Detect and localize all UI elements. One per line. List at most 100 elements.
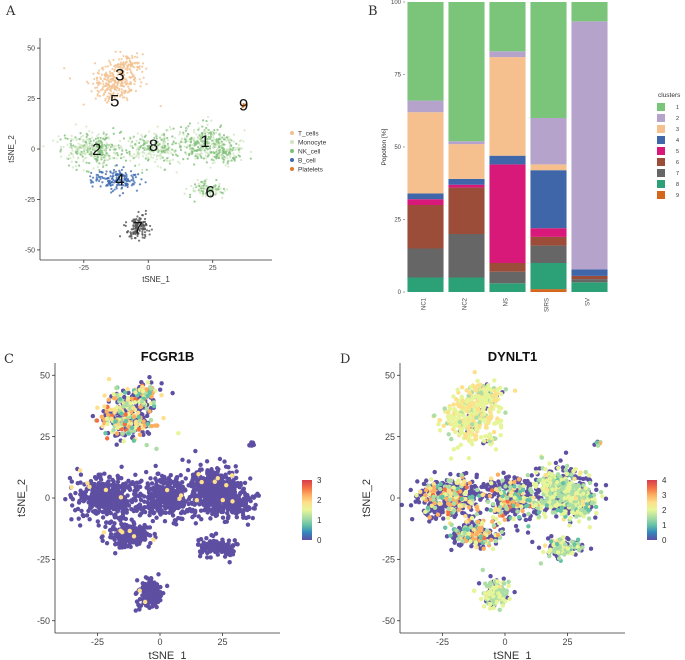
cell-point xyxy=(147,374,152,380)
cell-point xyxy=(188,195,192,199)
cell-point xyxy=(112,74,115,77)
cell-point xyxy=(120,88,123,91)
cell-point xyxy=(69,517,74,522)
cell-point xyxy=(186,144,189,147)
cell-point xyxy=(160,499,165,504)
cell-point xyxy=(212,194,215,197)
cell-point xyxy=(222,554,228,559)
cell-point xyxy=(195,478,200,483)
cell-point xyxy=(166,129,169,132)
cell-point xyxy=(141,536,146,541)
cell-point xyxy=(149,604,155,609)
cell-point xyxy=(91,154,94,157)
cell-point xyxy=(105,89,108,92)
cell-point xyxy=(452,514,457,520)
cell-point xyxy=(228,145,232,148)
cell-point xyxy=(122,70,125,73)
cell-point xyxy=(91,185,94,188)
cell-point xyxy=(140,223,143,227)
cell-point xyxy=(99,136,102,139)
cell-point xyxy=(238,150,241,154)
cell-point xyxy=(85,161,88,164)
cell-point xyxy=(192,140,196,144)
cell-point xyxy=(164,583,170,589)
cell-point xyxy=(120,482,126,487)
cell-point xyxy=(109,175,112,178)
cell-point xyxy=(531,509,537,515)
cell-point xyxy=(110,181,113,184)
cell-point xyxy=(152,485,158,490)
cell-point xyxy=(536,545,542,550)
cell-point xyxy=(233,159,236,162)
cell-point xyxy=(134,219,137,222)
cell-point xyxy=(142,76,145,79)
cell-point xyxy=(106,497,111,502)
cell-point xyxy=(107,527,113,533)
cell-point xyxy=(225,139,228,142)
cell-point xyxy=(111,83,115,86)
cell-point xyxy=(167,151,170,155)
cell-point xyxy=(436,508,442,514)
legend-swatch xyxy=(290,140,294,144)
cell-point xyxy=(180,496,186,502)
cell-point xyxy=(136,215,139,218)
cell-point xyxy=(121,181,124,184)
cell-point xyxy=(131,534,137,539)
cell-point xyxy=(195,133,198,136)
cell-point xyxy=(183,145,186,148)
cell-point xyxy=(146,144,149,148)
cell-point xyxy=(149,481,155,486)
cell-point xyxy=(226,162,229,165)
cell-point xyxy=(399,502,405,508)
cell-point xyxy=(217,141,220,144)
cell-point xyxy=(121,92,124,95)
cell-point xyxy=(196,156,199,160)
cell-point xyxy=(131,146,134,150)
cell-point xyxy=(122,72,125,75)
cell-point xyxy=(108,154,111,157)
cell-point xyxy=(121,538,127,543)
cell-point xyxy=(205,186,208,189)
cell-point xyxy=(113,493,119,499)
cell-point xyxy=(212,133,215,136)
cell-point xyxy=(171,153,174,156)
cell-point xyxy=(112,145,116,148)
cell-point xyxy=(116,69,119,72)
cell-point xyxy=(75,168,78,171)
cell-point xyxy=(97,90,101,94)
cell-point xyxy=(132,136,135,139)
cell-point xyxy=(75,139,78,142)
cell-point xyxy=(96,156,100,159)
cell-point xyxy=(110,102,113,105)
cell-point xyxy=(130,141,133,144)
cell-point xyxy=(141,230,144,233)
cell-point xyxy=(231,149,234,152)
cell-point xyxy=(229,148,232,151)
cell-point xyxy=(74,145,77,148)
cell-point xyxy=(147,390,153,396)
cell-point xyxy=(469,484,474,489)
cell-point xyxy=(144,235,147,238)
cell-point xyxy=(141,509,146,514)
cell-point xyxy=(135,503,141,509)
cell-point xyxy=(203,141,206,144)
y-tick-label: 50 xyxy=(40,370,50,380)
cell-point xyxy=(122,394,127,400)
cell-point xyxy=(195,152,198,156)
cell-point xyxy=(242,480,248,486)
cell-point xyxy=(170,390,175,396)
legend-label: Platelets xyxy=(298,167,324,174)
cell-point xyxy=(150,518,156,524)
cell-point xyxy=(242,140,245,143)
cell-point xyxy=(100,175,104,178)
cell-point xyxy=(128,152,131,155)
cell-point xyxy=(166,157,169,160)
cell-point xyxy=(118,79,121,82)
cell-point xyxy=(121,504,127,509)
cell-point xyxy=(217,157,220,160)
cell-point xyxy=(588,546,594,551)
cell-point xyxy=(160,147,163,150)
cell-point xyxy=(141,168,144,171)
cell-point xyxy=(225,149,228,152)
